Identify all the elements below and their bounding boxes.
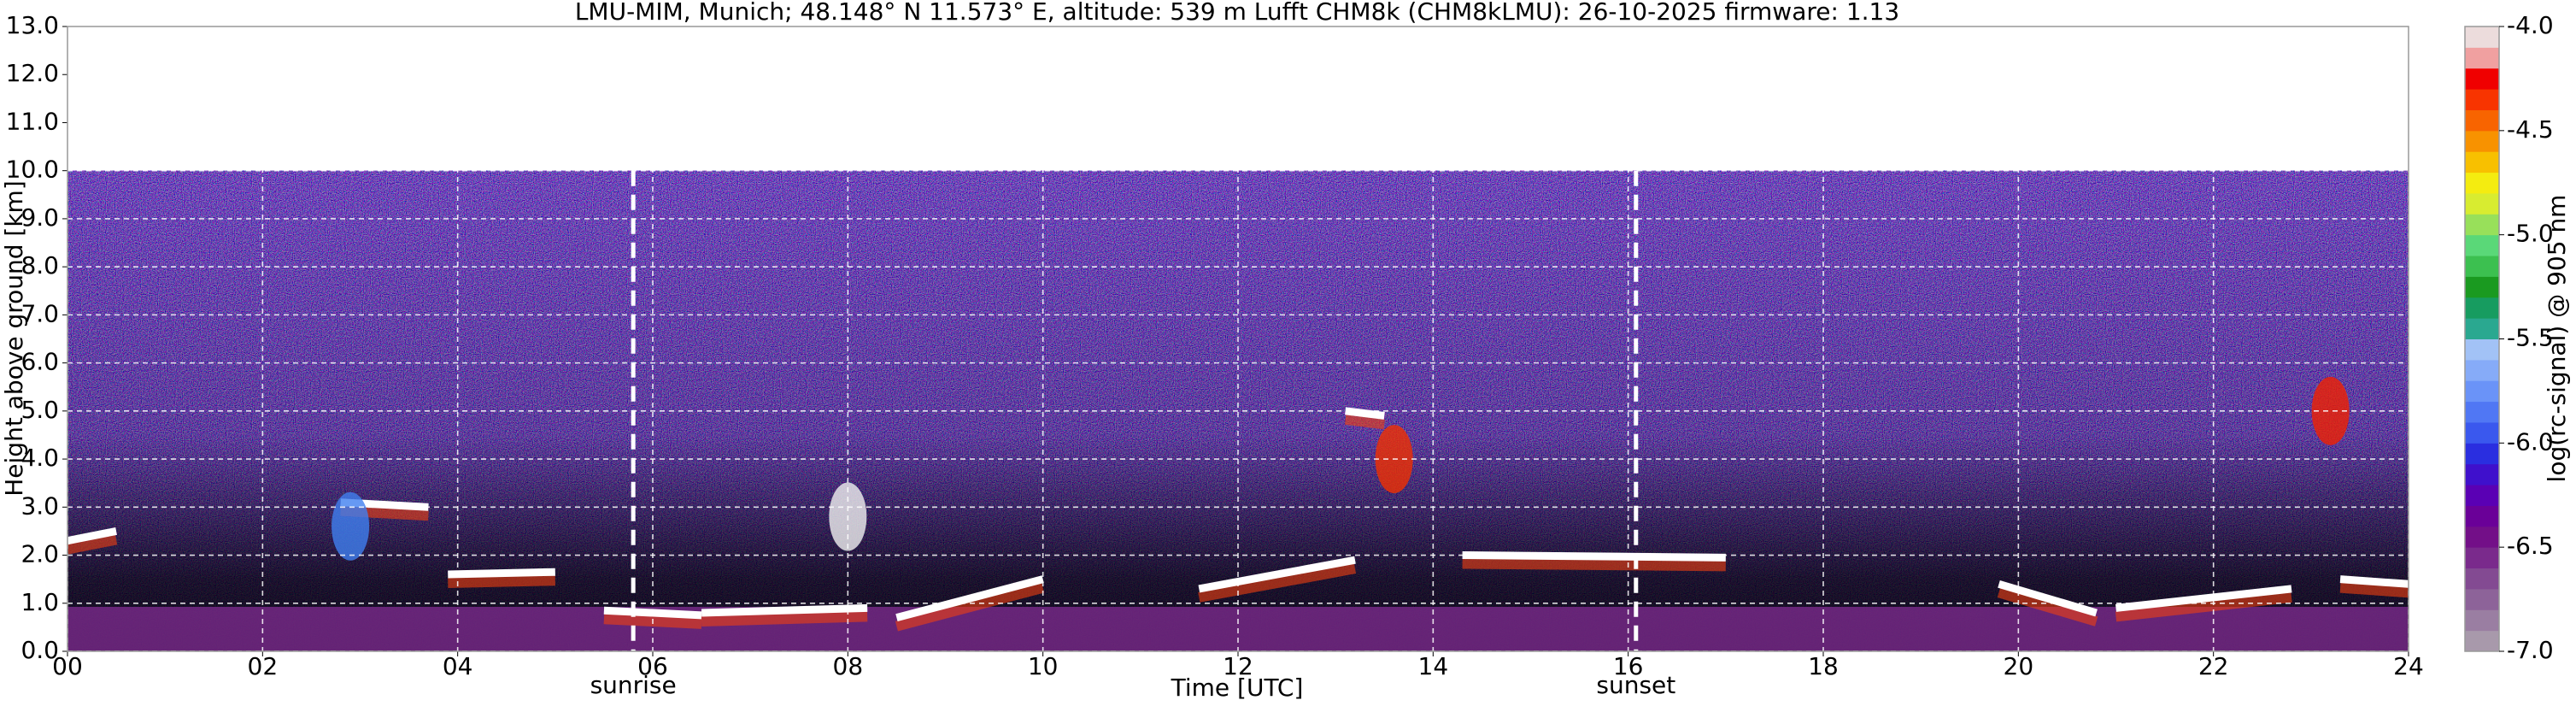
cloud-band — [1998, 580, 2098, 617]
cloud-band — [1198, 556, 1356, 593]
colorbar-swatch — [2465, 401, 2499, 423]
colorbar-swatch — [2465, 47, 2499, 69]
y-tick-label: 5.0 — [21, 396, 59, 424]
x-tick-label: 16 — [1613, 652, 1644, 680]
colorbar-swatch — [2465, 421, 2499, 444]
cloud-band — [67, 527, 117, 545]
y-tick-label: 3.0 — [21, 491, 59, 520]
colorbar-swatch — [2465, 443, 2499, 465]
cloud-band-color — [2115, 591, 2292, 622]
y-tick-label: 4.0 — [21, 444, 59, 472]
annotation-label: sunset — [1596, 671, 1675, 699]
colorbar-swatch — [2465, 359, 2499, 381]
chart-title: LMU-MIM, Munich; 48.148° N 11.573° E, al… — [575, 0, 1899, 26]
colorbar-swatch — [2465, 526, 2499, 548]
colorbar-swatch — [2465, 547, 2499, 569]
colorbar-swatch — [2465, 318, 2499, 339]
cloud-band-color — [66, 534, 118, 555]
cloud-band — [895, 575, 1044, 621]
colorbar-swatch — [2465, 89, 2499, 110]
colorbar-tick-label: -4.5 — [2507, 115, 2554, 144]
colorbar-swatch — [2465, 172, 2499, 194]
y-tick-label: 12.0 — [6, 59, 59, 87]
plot-frame — [67, 26, 2409, 652]
cloud-band — [2339, 575, 2409, 588]
colorbar-tick-label: -6.0 — [2507, 427, 2554, 456]
x-tick-label: 08 — [833, 652, 864, 680]
cloud-band-color — [895, 582, 1045, 632]
colorbar-tick-label: -6.5 — [2507, 532, 2554, 560]
y-tick-label: 0.0 — [21, 636, 59, 664]
cloud-patch — [332, 491, 370, 561]
cloud-band-color — [1198, 563, 1357, 603]
cloud-band-color — [1344, 414, 1385, 430]
colorbar-swatch — [2465, 485, 2499, 506]
colorbar-tick-label: -4.0 — [2507, 11, 2554, 39]
x-tick-label: 18 — [1808, 652, 1839, 680]
colorbar-swatch — [2465, 26, 2499, 48]
x-tick-label: 24 — [2393, 652, 2424, 680]
colorbar-swatch — [2465, 505, 2499, 527]
colorbar-swatch — [2465, 463, 2499, 485]
annotation-label: sunrise — [590, 671, 677, 699]
colorbar-swatch — [2465, 192, 2499, 215]
colorbar-swatch — [2465, 297, 2499, 319]
cloud-band-color — [1462, 558, 1726, 572]
x-tick-label: 22 — [2198, 652, 2229, 680]
y-tick-label: 13.0 — [6, 11, 59, 39]
cloud-band — [2115, 585, 2292, 612]
x-tick-label: 02 — [248, 652, 279, 680]
cloud-band-color — [448, 575, 555, 589]
x-tick-label: 04 — [443, 652, 473, 680]
colorbar-swatch — [2465, 338, 2499, 361]
x-tick-label: 14 — [1418, 652, 1449, 680]
colorbar-swatch — [2465, 68, 2499, 90]
y-tick-label: 7.0 — [21, 299, 59, 327]
cloud-band-color — [1997, 587, 2098, 627]
colorbar-swatch — [2465, 214, 2499, 236]
cloud-band-color — [701, 611, 868, 627]
cloud-band — [448, 568, 555, 579]
y-axis-label: Height above ground [km] — [0, 180, 28, 497]
cloud-band — [701, 603, 868, 617]
x-tick-label: 12 — [1223, 652, 1253, 680]
y-tick-label: 2.0 — [21, 540, 59, 568]
colorbar-label: log(rc-signal) @ 905 nm — [2543, 195, 2571, 483]
x-tick-label: 20 — [2004, 652, 2034, 680]
plot-area — [66, 26, 2409, 652]
y-tick-label: 8.0 — [21, 251, 59, 279]
cloud-band — [1345, 407, 1385, 420]
y-tick-label: 10.0 — [6, 156, 59, 184]
y-tick-label: 9.0 — [21, 203, 59, 232]
y-tick-label: 11.0 — [6, 107, 59, 135]
colorbar-swatch — [2465, 109, 2499, 132]
colorbar-tick-label: -5.0 — [2507, 220, 2554, 248]
x-axis-label: Time [UTC] — [1171, 674, 1304, 702]
colorbar-swatch — [2465, 276, 2499, 298]
colorbar-swatch — [2465, 234, 2499, 256]
colorbar-swatch — [2465, 588, 2499, 610]
colorbar-tick-label: -7.0 — [2507, 636, 2554, 664]
x-tick-label: 00 — [52, 652, 83, 680]
colorbar-swatch — [2465, 609, 2499, 632]
colorbar-swatch — [2465, 130, 2499, 152]
cloud-patch — [2311, 376, 2350, 445]
cloud-band-color — [2339, 582, 2409, 598]
colorbar-swatch — [2465, 380, 2499, 403]
y-tick-label: 1.0 — [21, 588, 59, 616]
colorbar-swatch — [2465, 568, 2499, 590]
colorbar-tick-label: -5.5 — [2507, 324, 2554, 352]
colorbar-swatch — [2465, 630, 2499, 652]
colorbar-swatch — [2465, 151, 2499, 174]
y-tick-label: 6.0 — [21, 348, 59, 376]
colorbar-swatch — [2465, 256, 2499, 277]
x-tick-label: 10 — [1028, 652, 1059, 680]
x-tick-label: 06 — [637, 652, 668, 680]
